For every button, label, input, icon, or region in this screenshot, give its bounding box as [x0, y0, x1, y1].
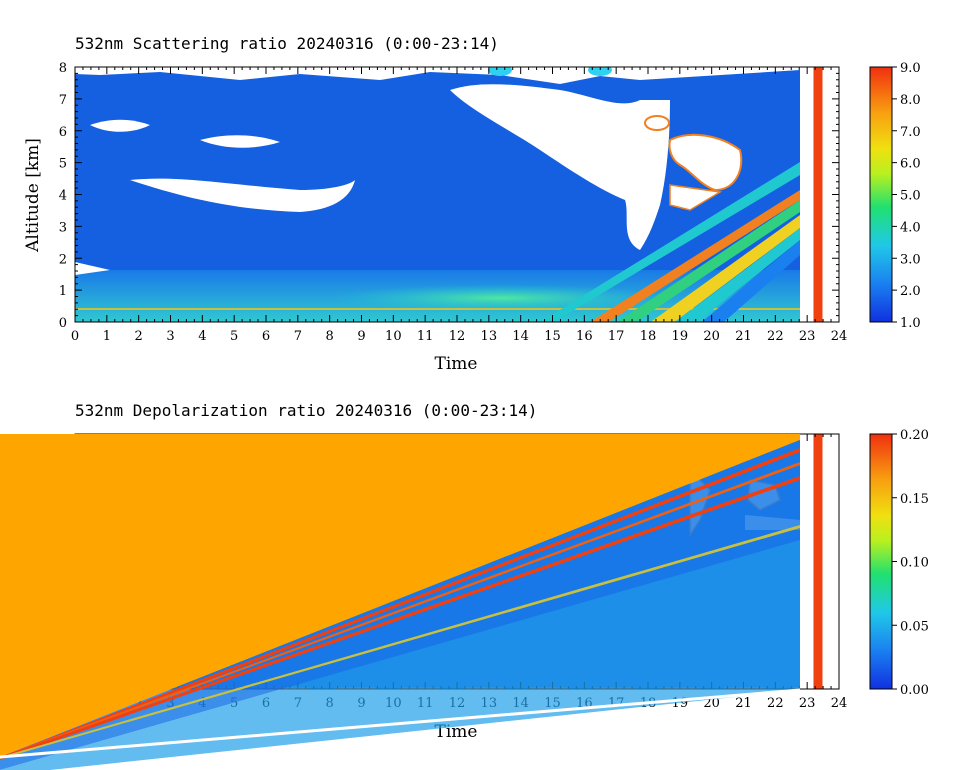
x-tick-label: 8: [326, 329, 334, 344]
x-tick-label: 13: [481, 329, 498, 344]
scattering-heatmap: [75, 67, 800, 322]
y-tick-label: 3: [59, 220, 67, 235]
x-tick-label: 7: [294, 329, 302, 344]
colorbar-tick-label: 8.0: [900, 93, 921, 108]
x-tick-label: 23: [799, 329, 816, 344]
x-tick-label: 24: [831, 329, 848, 344]
missing-cloud-gap: [450, 84, 670, 250]
y-tick-label: 4: [59, 189, 67, 204]
x-tick-label: 3: [166, 329, 174, 344]
x-tick-label: 5: [230, 329, 238, 344]
colorbar-tick-label: 9.0: [900, 61, 921, 76]
x-tick-label: 16: [576, 329, 593, 344]
colorbar-tick-label: 5.0: [900, 189, 921, 204]
cloud-low: [669, 184, 723, 211]
y-tick-label: 2: [59, 252, 67, 267]
y-tick-label: 0: [59, 316, 67, 331]
scattering-colorbar-ticks: 1.0 2.0 3.0 4.0 5.0 6.0 7.0 8.0 9.0: [892, 61, 921, 331]
streak-red-1: [0, 448, 800, 760]
x-tick-label: 22: [767, 696, 784, 711]
missing-patch-2: [75, 262, 110, 275]
scattering-x-label: Time: [435, 354, 478, 374]
depolarization-colorbar-ramp: [869, 433, 893, 690]
colorbar-tick-label: 0.20: [900, 428, 929, 443]
x-tick-label: 11: [417, 329, 434, 344]
colorbar-tick-label: 0.15: [900, 492, 929, 507]
render-artefact-overlay: [0, 434, 801, 770]
scattering-x-ticks: 0 1 2 3 4 5 6 7 8 9 10 11 12 13 14 15 16 17 18 19 20 21 22 23 24: [71, 67, 847, 344]
scattering-y-label: Altitude [km]: [23, 138, 43, 253]
cloud-top-2: [588, 67, 612, 76]
cyan-wedge: [0, 540, 800, 770]
scattering-end-bar: [813, 67, 823, 322]
scattering-colorbar-ramp: [869, 66, 893, 323]
streaks-top: [540, 162, 800, 322]
colorbar-tick-label: 4.0: [900, 220, 921, 235]
x-tick-label: 17: [608, 329, 625, 344]
x-tick-label: 10: [385, 329, 402, 344]
aerosol-layer: [330, 284, 670, 312]
streak-olive: [0, 525, 800, 759]
x-tick-label: 4: [198, 329, 206, 344]
y-tick-label: 1: [59, 284, 67, 299]
x-tick-label: 22: [767, 329, 784, 344]
colorbar-tick-label: 0.10: [900, 556, 929, 571]
streak-red-3: [0, 476, 800, 760]
x-tick-label: 21: [735, 696, 752, 711]
x-tick-label: 0: [71, 329, 79, 344]
x-tick-label: 6: [262, 329, 270, 344]
depolarization-end-bar: [813, 434, 823, 689]
colorbar-tick-label: 2.0: [900, 284, 921, 299]
x-tick-label: 9: [357, 329, 365, 344]
y-tick-label: 7: [59, 93, 67, 108]
scattering-y-ticks: 0 1 2 3 4 5 6 7 8: [59, 61, 839, 331]
x-tick-label: 24: [831, 696, 848, 711]
x-tick-label: 15: [544, 329, 561, 344]
streak-red-2: [0, 462, 800, 759]
x-tick-label: 14: [512, 329, 529, 344]
colorbar-tick-label: 0.00: [900, 683, 929, 698]
x-tick-label: 2: [135, 329, 143, 344]
scattering-title: 532nm Scattering ratio 20240316 (0:00-23…: [75, 34, 499, 53]
x-tick-label: 20: [703, 329, 720, 344]
x-tick-label: 12: [449, 329, 466, 344]
x-tick-label: 1: [103, 329, 111, 344]
y-tick-label: 6: [59, 125, 67, 140]
x-tick-label: 23: [799, 696, 816, 711]
y-tick-label: 8: [59, 61, 67, 76]
depolarization-colorbar: 0.00 0.05 0.10 0.15 0.20: [869, 428, 929, 698]
y-tick-label: 5: [59, 157, 67, 172]
orange-overlay: [0, 434, 800, 757]
colorbar-tick-label: 3.0: [900, 252, 921, 267]
colorbar-tick-label: 0.05: [900, 619, 929, 634]
cloud-small: [644, 115, 670, 131]
cloud-top-1: [488, 67, 512, 76]
x-tick-label: 18: [640, 329, 657, 344]
missing-patch-1: [130, 178, 355, 212]
colorbar-tick-label: 1.0: [900, 316, 921, 331]
depolarization-colorbar-ticks: 0.00 0.05 0.10 0.15 0.20: [892, 428, 929, 698]
colorbar-tick-label: 6.0: [900, 157, 921, 172]
depolarization-title: 532nm Depolarization ratio 20240316 (0:0…: [75, 401, 537, 420]
missing-patch-3: [90, 119, 150, 132]
missing-patch-4: [200, 135, 280, 148]
white-edge: [0, 688, 801, 759]
scattering-panel: 532nm Scattering ratio 20240316 (0:00-23…: [23, 34, 921, 374]
x-tick-label: 21: [735, 329, 752, 344]
missing-top: [75, 67, 800, 84]
cloud-cirrus: [668, 133, 743, 192]
scattering-colorbar: 1.0 2.0 3.0 4.0 5.0 6.0 7.0 8.0 9.0: [869, 61, 921, 331]
x-tick-label: 19: [672, 329, 689, 344]
colorbar-tick-label: 7.0: [900, 125, 921, 140]
